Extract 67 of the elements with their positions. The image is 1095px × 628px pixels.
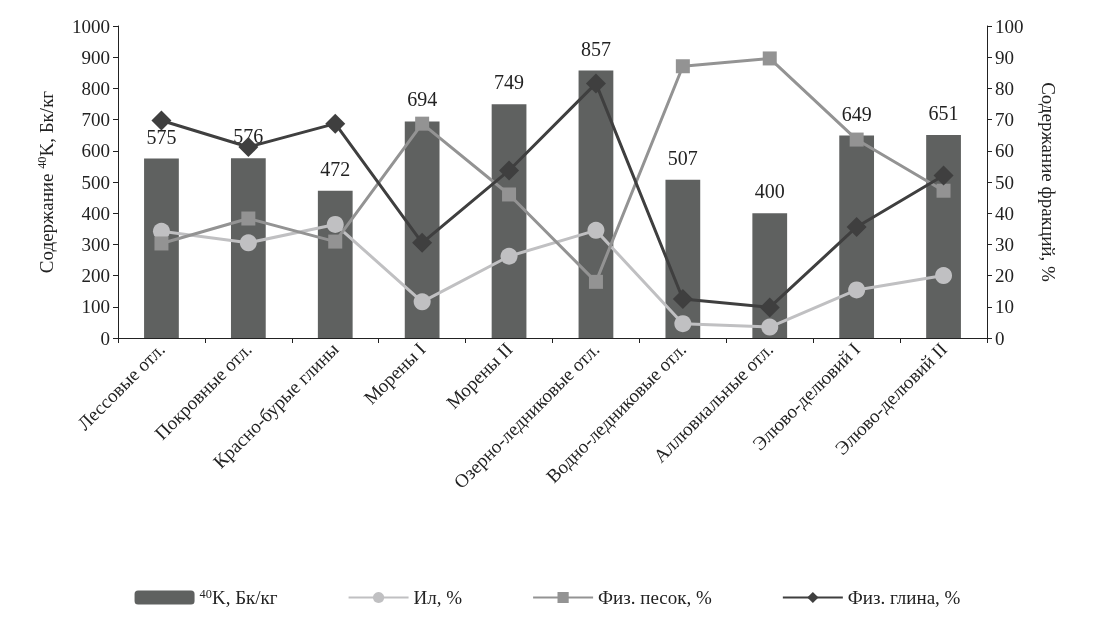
- y2-tick-label: 10: [995, 296, 1014, 318]
- data-label: 507: [667, 146, 698, 169]
- point: [587, 221, 605, 239]
- y-axis-title: Содержание 40K, Бк/кг: [35, 90, 57, 274]
- legend-label: Физ. глина, %: [847, 587, 961, 608]
- y-tick-label: 400: [81, 202, 110, 224]
- point: [933, 165, 954, 186]
- point: [849, 132, 864, 147]
- y-tick-label: 100: [81, 296, 110, 318]
- bar: [926, 134, 961, 338]
- y-tick-label: 1000: [72, 15, 110, 37]
- point: [936, 183, 951, 198]
- y2-tick-label: 70: [995, 109, 1014, 131]
- point: [412, 232, 433, 253]
- y2-tick-label: 80: [995, 77, 1014, 99]
- point: [500, 247, 518, 265]
- data-label: 651: [928, 101, 959, 124]
- point: [239, 234, 257, 252]
- y2-tick-label: 40: [995, 202, 1014, 224]
- point: [151, 110, 172, 131]
- y2-axis-title: Содержание фракций, %: [1038, 82, 1059, 282]
- data-label: 649: [841, 102, 872, 125]
- y-tick-label: 300: [81, 233, 110, 255]
- y-tick-label: 800: [81, 77, 110, 99]
- point: [674, 315, 692, 333]
- point: [762, 51, 777, 66]
- y-tick-label: 900: [81, 46, 110, 68]
- bar: [144, 158, 179, 338]
- y-tick-label: 500: [81, 171, 110, 193]
- data-label: 472: [320, 157, 351, 180]
- y2-tick-label: 20: [995, 265, 1014, 287]
- y2-tick-label: 60: [995, 140, 1014, 162]
- point: [935, 267, 953, 285]
- legend-label: Ил, %: [413, 587, 463, 608]
- point: [848, 281, 866, 299]
- point: [675, 59, 690, 74]
- y-tick-label: 0: [100, 327, 110, 349]
- y-tick-label: 700: [81, 109, 110, 131]
- data-label: 400: [754, 180, 785, 203]
- y2-tick-label: 0: [995, 327, 1005, 349]
- y2-tick-label: 30: [995, 233, 1014, 255]
- data-label: 749: [494, 71, 525, 94]
- y2-tick-label: 100: [995, 15, 1024, 37]
- point: [585, 73, 606, 94]
- point: [413, 293, 431, 311]
- point: [502, 187, 517, 202]
- point: [328, 234, 343, 249]
- bar: [230, 158, 266, 338]
- y2-tick-label: 90: [995, 46, 1014, 68]
- y-tick-label: 600: [81, 140, 110, 162]
- data-label: 575: [146, 125, 177, 148]
- point: [672, 289, 693, 309]
- point: [415, 116, 430, 131]
- y2-tick-label: 50: [995, 171, 1014, 193]
- y-tick-label: 200: [81, 265, 110, 287]
- data-label: 694: [407, 88, 438, 111]
- point: [761, 318, 779, 336]
- legend-label: Физ. песок, %: [598, 587, 713, 608]
- point: [588, 274, 603, 289]
- point: [846, 216, 867, 237]
- point: [325, 113, 346, 134]
- point: [499, 160, 520, 181]
- data-label: 857: [580, 37, 611, 60]
- point: [326, 215, 344, 233]
- point: [241, 211, 256, 226]
- point: [154, 236, 169, 251]
- point: [759, 297, 780, 318]
